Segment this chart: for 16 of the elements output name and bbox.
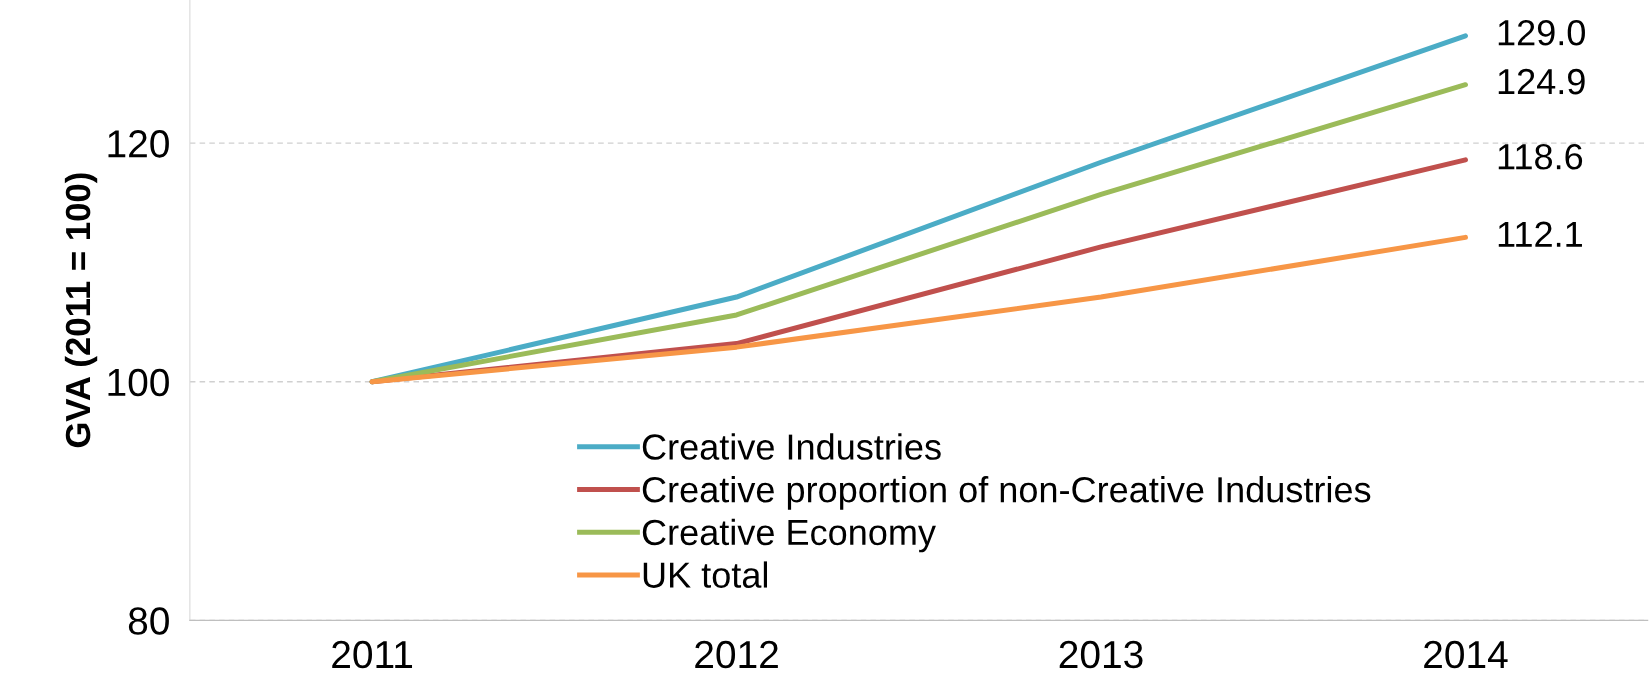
data-label: 129.0 <box>1498 19 1585 46</box>
data-label: 124.9 <box>1498 68 1585 95</box>
legend-label: Creative Economy <box>642 518 936 553</box>
y-tick-label: 100 <box>108 368 169 397</box>
y-axis-title: GVA (2011 = 100) <box>64 173 98 448</box>
x-tick-label: 2011 <box>332 640 413 669</box>
x-tick-label: 2014 <box>1424 640 1508 669</box>
legend-label: UK total <box>643 561 768 588</box>
data-label: 118.6 <box>1498 143 1583 170</box>
x-tick-label: 2012 <box>695 640 778 669</box>
data-label: 112.1 <box>1498 221 1582 247</box>
legend-label: Creative Industries <box>642 433 941 460</box>
y-tick-label: 120 <box>108 130 169 158</box>
y-tick-label: 80 <box>128 607 169 635</box>
x-tick-label: 2013 <box>1059 640 1143 669</box>
legend-label: Creative proportion of non-Creative Industries <box>642 476 1371 510</box>
